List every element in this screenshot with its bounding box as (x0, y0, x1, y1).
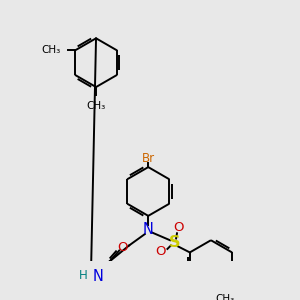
Text: S: S (169, 235, 180, 250)
Text: N: N (143, 222, 154, 237)
Text: Br: Br (142, 152, 155, 165)
Text: CH₃: CH₃ (86, 101, 106, 111)
Text: H: H (79, 269, 87, 282)
Text: O: O (173, 221, 184, 234)
Text: O: O (117, 241, 128, 254)
Text: O: O (155, 245, 166, 258)
Text: CH₃: CH₃ (215, 294, 235, 300)
Text: N: N (93, 269, 104, 284)
Text: CH₃: CH₃ (41, 45, 60, 55)
